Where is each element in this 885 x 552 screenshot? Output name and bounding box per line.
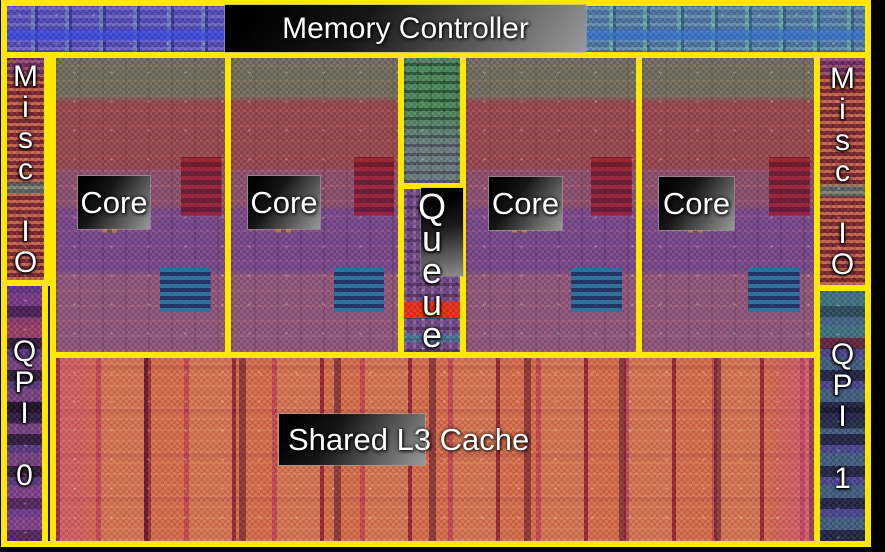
queue-label-box: [420, 187, 464, 277]
region-misc-io-right: [814, 52, 871, 291]
region-misc-io-left: [1, 52, 50, 286]
region-qpi-1: [814, 285, 871, 547]
region-shared-l3-cache: [50, 352, 820, 547]
die-photo: Memory Controller Core Core Core Core Sh…: [1, 0, 871, 547]
core-label-3: Core: [488, 176, 563, 231]
shared-l3-cache-label: Shared L3 Cache: [278, 413, 529, 466]
core-label-4: Core: [658, 176, 735, 231]
core-label-1: Core: [77, 175, 151, 230]
core-label-2: Core: [247, 175, 321, 230]
memory-controller-label: Memory Controller: [224, 4, 587, 53]
region-uncore-top: [398, 52, 466, 189]
region-qpi-0: [1, 280, 48, 547]
